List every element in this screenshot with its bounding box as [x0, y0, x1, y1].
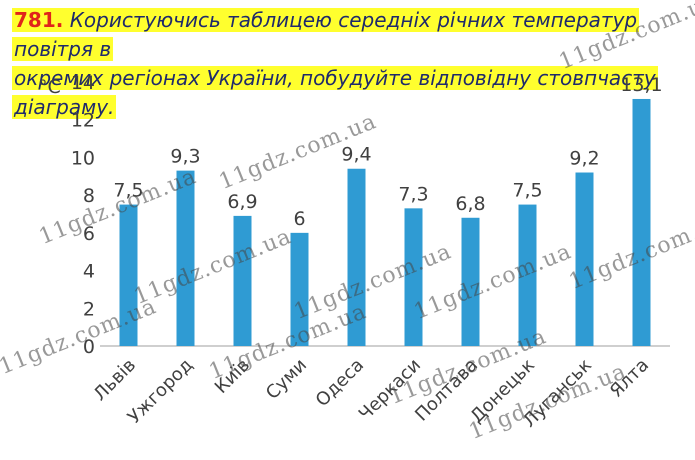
x-tick-label: Львів	[90, 355, 140, 405]
task-line-1: Користуючись таблицею середніх річних те…	[14, 8, 638, 61]
data-label: 9,3	[170, 146, 200, 168]
x-tick-label: Ялта	[606, 355, 653, 402]
bar	[176, 170, 195, 346]
x-tick-label: Суми	[262, 355, 311, 404]
y-tick-label: 6	[83, 223, 95, 245]
x-tick-label: Київ	[211, 355, 254, 398]
y-axis-label: °C	[38, 76, 61, 98]
task-line-2: окремих регіонах України, побудуйте відп…	[14, 66, 656, 119]
bar	[290, 232, 309, 346]
y-tick-label: 10	[71, 147, 95, 169]
y-tick-label: 12	[71, 110, 95, 132]
y-tick-label: 14	[71, 72, 95, 94]
data-label: 13,1	[620, 74, 662, 96]
bar	[404, 208, 423, 346]
bar	[518, 204, 537, 346]
bar	[347, 168, 366, 346]
y-tick-label: 2	[83, 298, 95, 320]
data-label: 6,9	[227, 191, 257, 213]
data-labels: 7,5 9,3 6,9 6 9,4 7,3 6,8 7,5 9,2 13,1	[113, 74, 662, 230]
data-label: 7,3	[398, 183, 428, 205]
bars	[119, 98, 651, 346]
y-tick-label: 4	[83, 261, 95, 283]
x-tick-label: Одеса	[312, 355, 368, 411]
y-tick-label: 0	[83, 336, 95, 358]
y-axis-ticks: 0 2 4 6 8 10 12 14	[71, 72, 95, 358]
bar	[632, 98, 651, 346]
y-tick-label: 8	[83, 185, 95, 207]
data-label: 9,4	[341, 144, 371, 166]
bar	[119, 204, 138, 346]
task-text: 781. Користуючись таблицею середніх річн…	[12, 6, 684, 122]
data-label: 7,5	[113, 180, 143, 202]
data-label: 6	[293, 208, 305, 230]
task-number: 781.	[14, 8, 64, 32]
bar	[461, 217, 480, 346]
data-label: 6,8	[455, 193, 485, 215]
bar	[575, 172, 594, 346]
data-label: 9,2	[569, 148, 599, 170]
bar	[233, 215, 252, 346]
data-label: 7,5	[512, 180, 542, 202]
